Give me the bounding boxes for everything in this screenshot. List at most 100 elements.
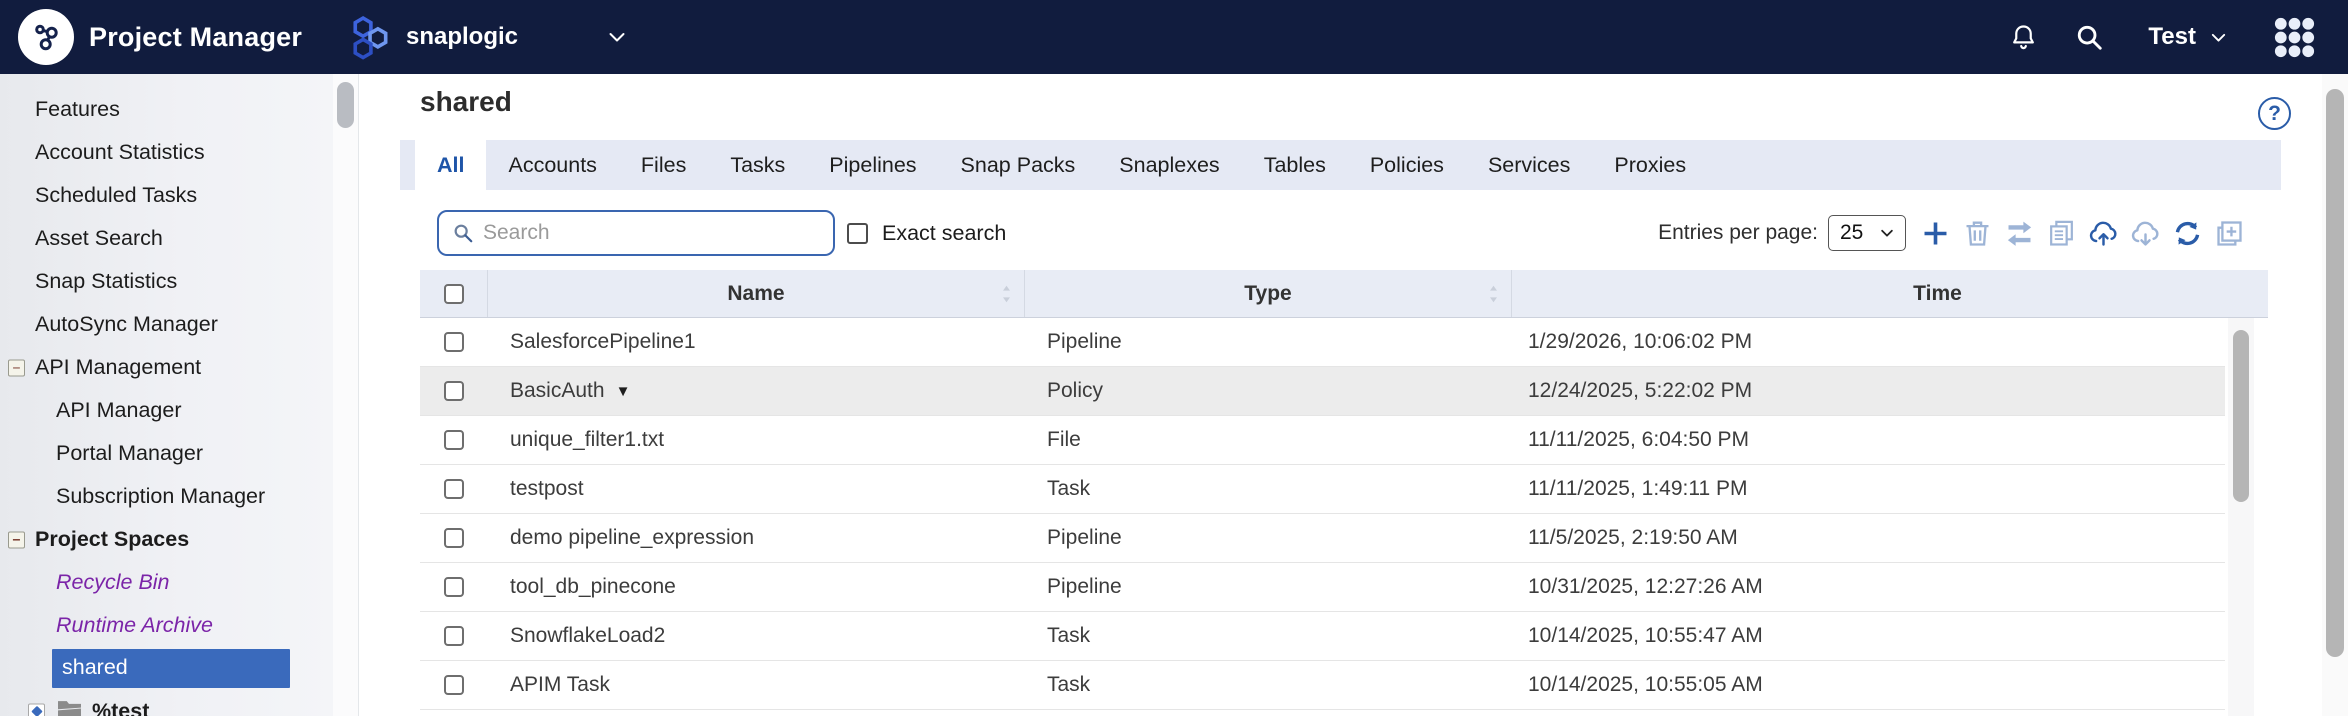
topbar-actions: Test	[2008, 0, 2318, 74]
org-selector[interactable]: snaplogic	[345, 0, 629, 74]
column-header-time[interactable]: Time	[1913, 281, 1962, 305]
asset-toolbar	[1920, 218, 2245, 249]
sidebar-item-recycle-bin[interactable]: Recycle Bin	[56, 570, 170, 594]
row-checkbox[interactable]	[444, 381, 464, 401]
asset-type: Task	[1047, 624, 1091, 647]
sidebar-item-project-spaces[interactable]: − Project Spaces	[0, 518, 333, 561]
table-row[interactable]: SalesforcePipeline1 Pipeline 1/29/2026, 10…	[420, 318, 2225, 367]
table-scrollbar[interactable]	[2228, 318, 2254, 716]
create-icon[interactable]	[1920, 218, 1951, 249]
column-header-name[interactable]: Name	[488, 270, 1025, 317]
policy-menu-caret-icon[interactable]: ▼	[615, 382, 631, 400]
move-icon[interactable]	[2004, 218, 2035, 249]
exact-search-checkbox[interactable]	[847, 222, 868, 244]
asset-name[interactable]: unique_filter1.txt	[510, 428, 665, 451]
asset-type: Pipeline	[1047, 575, 1122, 598]
collapse-icon[interactable]: −	[8, 531, 25, 548]
tab-policies[interactable]: Policies	[1369, 152, 1444, 177]
asset-name[interactable]: APIM Task	[510, 673, 610, 696]
tab-files[interactable]: Files	[640, 152, 687, 177]
exact-search-option[interactable]: Exact search	[847, 210, 1006, 256]
help-icon[interactable]: ?	[2258, 97, 2291, 130]
row-checkbox[interactable]	[444, 577, 464, 597]
sort-icon[interactable]	[999, 282, 1014, 306]
row-checkbox[interactable]	[444, 528, 464, 548]
new-window-icon[interactable]	[2214, 218, 2245, 249]
delete-icon[interactable]	[1962, 218, 1993, 249]
asset-name[interactable]: tool_db_pinecone	[510, 575, 676, 598]
search-icon	[452, 222, 474, 244]
sidebar-item-snap-statistics[interactable]: Snap Statistics	[35, 269, 178, 293]
scrollbar-thumb[interactable]	[2326, 89, 2344, 657]
sidebar-item-account-statistics[interactable]: Account Statistics	[35, 140, 205, 164]
sidebar-item-shared[interactable]: shared	[0, 647, 333, 690]
tab-pipelines[interactable]: Pipelines	[829, 152, 917, 177]
row-checkbox[interactable]	[444, 332, 464, 352]
sidebar-item-runtime-archive[interactable]: Runtime Archive	[56, 613, 213, 637]
expand-icon[interactable]	[28, 703, 45, 716]
asset-name[interactable]: demo pipeline_expression	[510, 526, 754, 549]
apps-grid-icon[interactable]	[2271, 14, 2318, 61]
sidebar-item-scheduled-tasks[interactable]: Scheduled Tasks	[35, 183, 198, 207]
asset-time: 10/31/2025, 12:27:26 AM	[1528, 575, 1763, 598]
row-checkbox[interactable]	[444, 626, 464, 646]
tab-snap-packs[interactable]: Snap Packs	[960, 152, 1076, 177]
select-all-checkbox[interactable]	[443, 283, 464, 304]
asset-name[interactable]: SnowflakeLoad2	[510, 624, 666, 647]
snaplogic-logo-icon	[18, 9, 74, 65]
sidebar-item-asset-search[interactable]: Asset Search	[35, 226, 163, 250]
asset-name[interactable]: SalesforcePipeline1	[510, 330, 696, 353]
sidebar-scrollbar[interactable]	[333, 74, 359, 716]
row-checkbox[interactable]	[444, 430, 464, 450]
user-menu[interactable]: Test	[2148, 23, 2229, 51]
tab-snaplexes[interactable]: Snaplexes	[1119, 152, 1220, 177]
search-input[interactable]	[483, 221, 803, 245]
entries-per-page-select[interactable]: 25	[1828, 215, 1906, 251]
sidebar-item-subscription-manager[interactable]: Subscription Manager	[56, 484, 266, 508]
table-row[interactable]: SnowflakeLoad2 Task 10/14/2025, 10:55:47 A…	[420, 612, 2225, 661]
asset-time: 11/5/2025, 2:19:50 AM	[1528, 526, 1738, 549]
chevron-down-icon	[1878, 224, 1896, 242]
tab-services[interactable]: Services	[1487, 152, 1571, 177]
tab-tasks[interactable]: Tasks	[730, 152, 786, 177]
table-row[interactable]: demo pipeline_expression Pipeline 11/5/202…	[420, 514, 2225, 563]
chevron-down-icon	[2211, 33, 2226, 42]
export-icon[interactable]	[2130, 218, 2161, 249]
asset-name[interactable]: BasicAuth	[510, 379, 605, 402]
sidebar-item-autosync-manager[interactable]: AutoSync Manager	[35, 312, 218, 336]
asset-name[interactable]: testpost	[510, 477, 584, 500]
column-header-type[interactable]: Type	[1025, 270, 1512, 317]
asset-time: 12/24/2025, 5:22:02 PM	[1528, 379, 1753, 402]
global-search-icon[interactable]	[2074, 22, 2104, 52]
asset-type: Task	[1047, 477, 1091, 500]
tab-bar: All Accounts Files Tasks Pipelines Snap Packs…	[400, 140, 2281, 190]
tab-accounts[interactable]: Accounts	[508, 152, 597, 177]
notifications-bell-icon[interactable]	[2008, 22, 2039, 53]
scrollbar-thumb[interactable]	[337, 82, 354, 128]
table-row[interactable]: APIM Task Task 10/14/2025, 10:55:05 AM	[420, 661, 2225, 710]
copy-icon[interactable]	[2046, 218, 2077, 249]
import-icon[interactable]	[2088, 218, 2119, 249]
sidebar-item-features[interactable]: Features	[35, 97, 120, 121]
scrollbar-thumb[interactable]	[2233, 330, 2249, 502]
row-checkbox[interactable]	[444, 479, 464, 499]
sidebar-item-api-manager[interactable]: API Manager	[56, 398, 182, 422]
table-row[interactable]: testpost Task 11/11/2025, 1:49:11 PM	[420, 465, 2225, 514]
sidebar-item-api-management[interactable]: − API Management	[0, 346, 333, 389]
tab-tables[interactable]: Tables	[1263, 152, 1326, 177]
sidebar-item-portal-manager[interactable]: Portal Manager	[56, 441, 203, 465]
asset-type: File	[1047, 428, 1081, 451]
table-row[interactable]: tool_db_pinecone Pipeline 10/31/2025, 12:2…	[420, 563, 2225, 612]
sort-icon[interactable]	[1486, 282, 1501, 306]
sidebar-item--test[interactable]: %test	[0, 690, 333, 716]
sidebar: Features Account Statistics Scheduled Task…	[0, 74, 333, 716]
page-scrollbar[interactable]	[2322, 74, 2348, 716]
row-checkbox[interactable]	[444, 675, 464, 695]
table-row[interactable]: unique_filter1.txt File 11/11/2025, 6:04:5…	[420, 416, 2225, 465]
refresh-icon[interactable]	[2172, 218, 2203, 249]
tab-all[interactable]: All	[415, 140, 487, 190]
table-row[interactable]: BasicAuth ▼ Policy 12/24/2025, 5:22:02 PM	[420, 367, 2225, 416]
org-hexagons-icon	[345, 14, 391, 60]
tab-proxies[interactable]: Proxies	[1614, 152, 1687, 177]
collapse-icon[interactable]: −	[8, 359, 25, 376]
